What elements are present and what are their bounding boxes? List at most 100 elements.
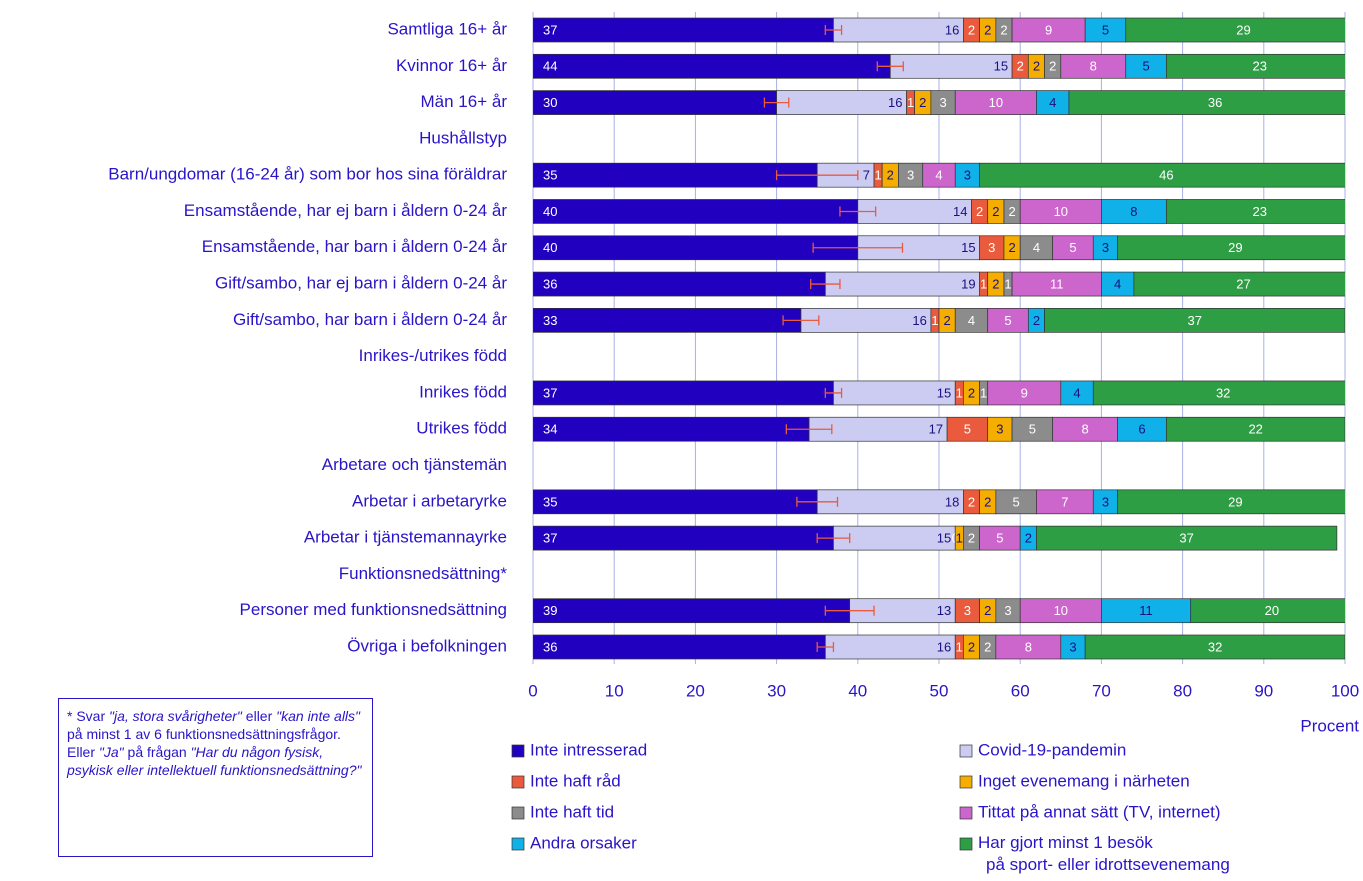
data-label: 11 (1139, 603, 1153, 618)
data-label: 10 (989, 95, 1003, 110)
bar-segment (533, 17, 834, 43)
category-label: Kvinnor 16+ år (396, 56, 507, 75)
data-label: 2 (944, 313, 951, 328)
data-label: 3 (964, 168, 971, 183)
footnote-text: "Ja" (98, 744, 124, 760)
bar-segment (1125, 17, 1345, 43)
x-tick-label: 40 (848, 681, 867, 700)
data-label: 2 (992, 204, 999, 219)
category-label: Funktionsnedsättning* (339, 564, 508, 583)
x-tick-label: 70 (1092, 681, 1111, 700)
bar-segment (1052, 416, 1118, 442)
category-label: Samtliga 16+ år (387, 19, 507, 38)
error-bar (824, 605, 875, 616)
x-tick-label: 60 (1011, 681, 1030, 700)
legend-label: Inte haft råd (530, 771, 621, 790)
x-tick-label: 20 (686, 681, 705, 700)
data-label: 29 (1236, 22, 1250, 37)
x-tick-label: 80 (1173, 681, 1192, 700)
x-tick-label: 90 (1254, 681, 1273, 700)
data-label: 32 (1216, 385, 1230, 400)
data-label: 9 (1045, 22, 1052, 37)
legend-label: Har gjort minst 1 besök på sport- eller i… (978, 833, 1230, 874)
legend-swatch (511, 744, 525, 758)
data-label: 1 (956, 385, 963, 400)
data-label: 37 (543, 531, 557, 546)
data-label: 18 (945, 494, 959, 509)
data-label: 36 (543, 276, 557, 291)
bar-segment (1101, 271, 1135, 297)
bar-segment (533, 90, 777, 115)
bar-segment (533, 525, 834, 551)
bar-segment (995, 634, 1062, 660)
data-label: 3 (907, 168, 914, 183)
x-tick-label: 50 (930, 681, 949, 700)
data-label: 16 (937, 639, 951, 654)
legend-swatch (959, 775, 973, 789)
bar-segment (987, 380, 1062, 406)
footnote-text: "ja, stora svårigheter" (109, 708, 242, 724)
data-label: 10 (1054, 204, 1068, 219)
data-label: 4 (1049, 95, 1056, 110)
legend-swatch (959, 806, 973, 820)
bar-segment (1133, 271, 1345, 297)
category-label: Inrikes född (419, 382, 507, 401)
data-label: 5 (1029, 422, 1036, 437)
error-bar (824, 25, 843, 35)
data-label: 7 (863, 168, 870, 183)
data-label: 15 (937, 531, 951, 546)
bar-segment (857, 199, 972, 224)
data-label: 2 (1025, 531, 1032, 546)
error-bar (876, 61, 904, 72)
data-label: 17 (929, 422, 943, 437)
bar-segment (987, 308, 1029, 333)
data-label: 34 (543, 422, 557, 437)
category-label: Inrikes-/utrikes född (359, 346, 507, 365)
error-bar (839, 206, 877, 217)
bar-segment (1044, 308, 1345, 333)
bar-segment (1092, 380, 1345, 406)
bar-segment (833, 380, 956, 406)
data-label: 4 (968, 313, 975, 328)
data-label: 13 (937, 603, 951, 618)
footnote-text: eller (241, 708, 277, 724)
data-label: 8 (1025, 639, 1032, 654)
data-label: 35 (543, 168, 557, 183)
category-label: Hushållstyp (419, 128, 507, 147)
category-label: Arbetar i tjänstemannayrke (304, 528, 507, 547)
data-label: 5 (1142, 59, 1149, 74)
bar-segment (1166, 199, 1345, 224)
footnote-text: "kan inte alls" (276, 708, 361, 724)
bar-segment (1060, 53, 1127, 79)
data-label: 5 (1069, 240, 1076, 255)
data-label: 36 (1208, 95, 1222, 110)
data-label: 2 (984, 603, 991, 618)
data-label: 2 (992, 276, 999, 291)
error-bar (816, 642, 835, 652)
data-label: 29 (1228, 494, 1242, 509)
data-label: 20 (1265, 603, 1279, 618)
bar-segment (833, 17, 964, 43)
data-label: 32 (1208, 639, 1222, 654)
data-label: 3 (1069, 639, 1076, 654)
bar-segment (800, 308, 932, 333)
footnote-text: på frågan (123, 744, 191, 760)
bar-segment (533, 634, 826, 660)
error-bar (810, 279, 841, 290)
data-label: 37 (543, 22, 557, 37)
bar-segment (954, 162, 980, 188)
bar-segment (533, 271, 826, 297)
x-axis-label: Procent (1300, 716, 1359, 735)
data-label: 2 (968, 22, 975, 37)
data-label: 7 (1061, 494, 1068, 509)
bar-segment (824, 634, 956, 660)
error-bar (812, 242, 904, 253)
data-label: 3 (996, 422, 1003, 437)
bar-segment (1190, 598, 1345, 624)
bar-segment (533, 416, 810, 442)
bar-segment (1019, 199, 1102, 224)
data-label: 15 (994, 59, 1008, 74)
data-label: 15 (961, 240, 975, 255)
data-label: 46 (1159, 168, 1173, 183)
